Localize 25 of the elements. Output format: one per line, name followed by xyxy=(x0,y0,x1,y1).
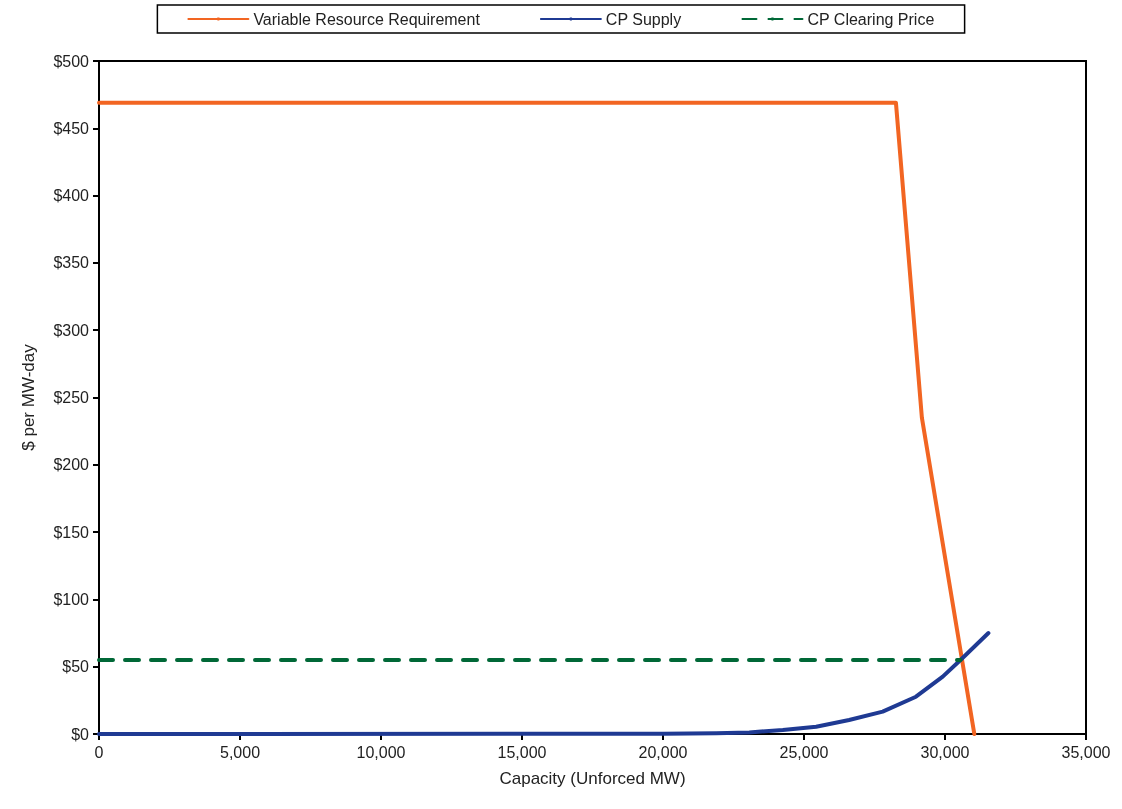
y-tick-label: $350 xyxy=(53,254,90,272)
x-axis-title: Capacity (Unforced MW) xyxy=(499,769,686,788)
y-tick-label: $300 xyxy=(53,321,90,339)
x-tick-label: 25,000 xyxy=(779,743,829,761)
x-tick-label: 0 xyxy=(94,743,104,761)
x-tick-label: 15,000 xyxy=(497,743,547,761)
line-series xyxy=(97,631,991,736)
y-tick-label: $500 xyxy=(53,52,90,70)
y-tick-label: $150 xyxy=(53,523,90,541)
y-tick-label: $450 xyxy=(53,119,90,137)
x-tick-label: 35,000 xyxy=(1061,743,1111,761)
legend-label: Variable Resource Requirement xyxy=(253,10,481,28)
y-tick-label: $100 xyxy=(53,590,90,608)
x-tick-label: 5,000 xyxy=(219,743,261,761)
y-tick-label: $200 xyxy=(53,456,90,474)
y-tick-label: $0 xyxy=(71,725,90,743)
y-tick-label: $400 xyxy=(53,187,90,205)
legend-label: CP Clearing Price xyxy=(807,10,935,28)
y-axis-title: $ per MW-day xyxy=(19,343,38,451)
x-tick-label: 10,000 xyxy=(356,743,406,761)
y-tick-label: $50 xyxy=(62,658,90,676)
legend-label: CP Supply xyxy=(605,10,682,28)
x-tick-label: 30,000 xyxy=(920,743,970,761)
x-tick-label: 20,000 xyxy=(638,743,688,761)
y-tick-label: $250 xyxy=(53,389,90,406)
